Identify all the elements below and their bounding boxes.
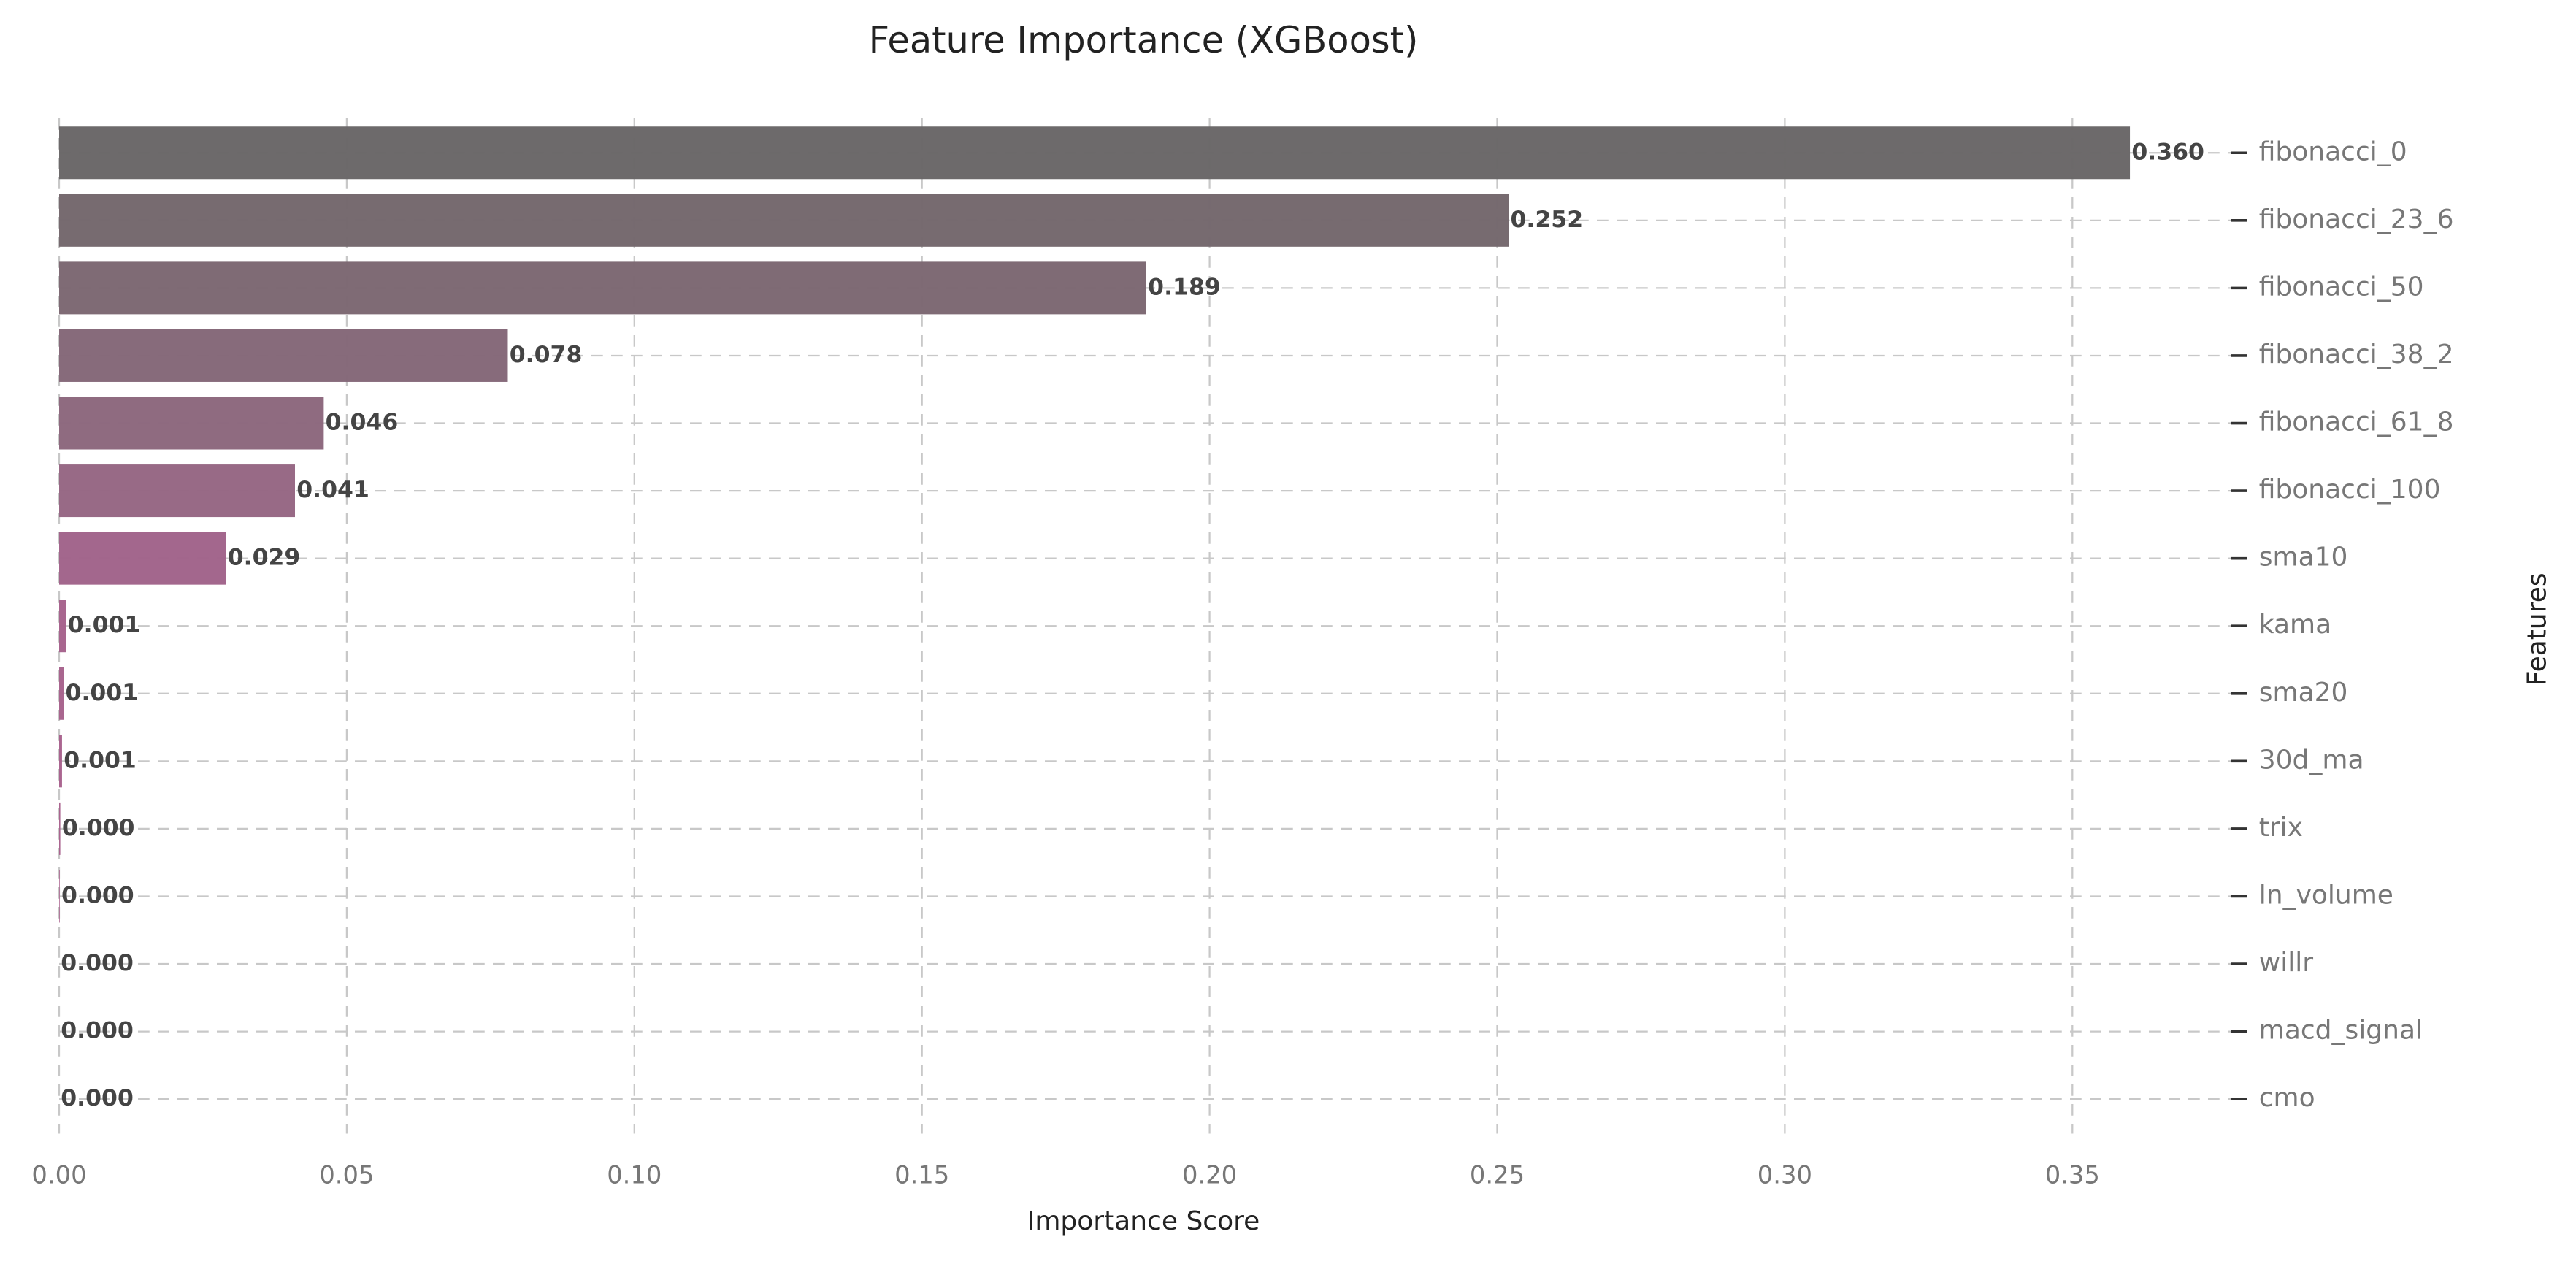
x-tick-label: 0.30 — [1757, 1161, 1812, 1190]
bar — [59, 464, 295, 518]
x-tick-label: 0.00 — [31, 1161, 86, 1190]
x-tick-label: 0.15 — [894, 1161, 949, 1190]
x-axis-label: Importance Score — [1027, 1206, 1260, 1236]
bar — [59, 735, 62, 788]
y-tick-label: 30d_ma — [2259, 745, 2364, 775]
value-label: 0.001 — [66, 680, 139, 706]
value-label: 0.000 — [62, 815, 135, 841]
bar — [59, 532, 226, 585]
x-tick-label: 0.10 — [607, 1161, 662, 1190]
value-label: 0.189 — [1148, 274, 1221, 300]
y-tick-label: macd_signal — [2259, 1016, 2423, 1046]
value-label: 0.046 — [326, 410, 399, 436]
y-axis-label: Features — [2522, 572, 2552, 686]
value-label: 0.252 — [1510, 207, 1583, 233]
bar — [59, 397, 324, 450]
value-label: 0.360 — [2131, 139, 2204, 165]
y-tick-label: ln_volume — [2259, 880, 2393, 910]
value-label: 0.001 — [64, 747, 137, 773]
value-label: 0.000 — [61, 1018, 134, 1044]
bar — [59, 600, 66, 653]
bar — [59, 194, 1509, 247]
value-label: 0.041 — [296, 477, 369, 503]
value-label: 0.029 — [228, 545, 301, 571]
y-tick-label: kama — [2259, 610, 2331, 640]
bar — [59, 261, 1146, 315]
x-tick-label: 0.25 — [1470, 1161, 1525, 1190]
x-tick-label: 0.05 — [319, 1161, 374, 1190]
bar — [59, 802, 61, 855]
value-label: 0.000 — [61, 1085, 134, 1111]
y-tick-label: willr — [2259, 948, 2313, 978]
bar — [59, 126, 2131, 180]
value-label: 0.000 — [61, 950, 134, 976]
y-tick-label: fibonacci_100 — [2259, 475, 2441, 505]
bar — [59, 667, 64, 720]
y-tick-label: sma20 — [2259, 678, 2348, 708]
x-tick-label: 0.35 — [2045, 1161, 2100, 1190]
y-tick-label: cmo — [2259, 1083, 2315, 1113]
y-tick-label: fibonacci_0 — [2259, 137, 2407, 166]
chart-title: Feature Importance (XGBoost) — [869, 19, 1419, 61]
y-tick-label: fibonacci_23_6 — [2259, 204, 2454, 234]
value-label: 0.078 — [510, 342, 583, 368]
y-tick-label: fibonacci_38_2 — [2259, 340, 2454, 369]
value-label: 0.000 — [61, 882, 134, 908]
x-tick-label: 0.20 — [1182, 1161, 1237, 1190]
bar — [59, 329, 508, 382]
bar — [59, 870, 60, 923]
value-label: 0.001 — [68, 612, 141, 638]
y-tick-label: sma10 — [2259, 543, 2348, 572]
y-tick-label: fibonacci_61_8 — [2259, 407, 2454, 437]
y-tick-label: trix — [2259, 813, 2303, 843]
y-tick-label: fibonacci_50 — [2259, 272, 2424, 302]
